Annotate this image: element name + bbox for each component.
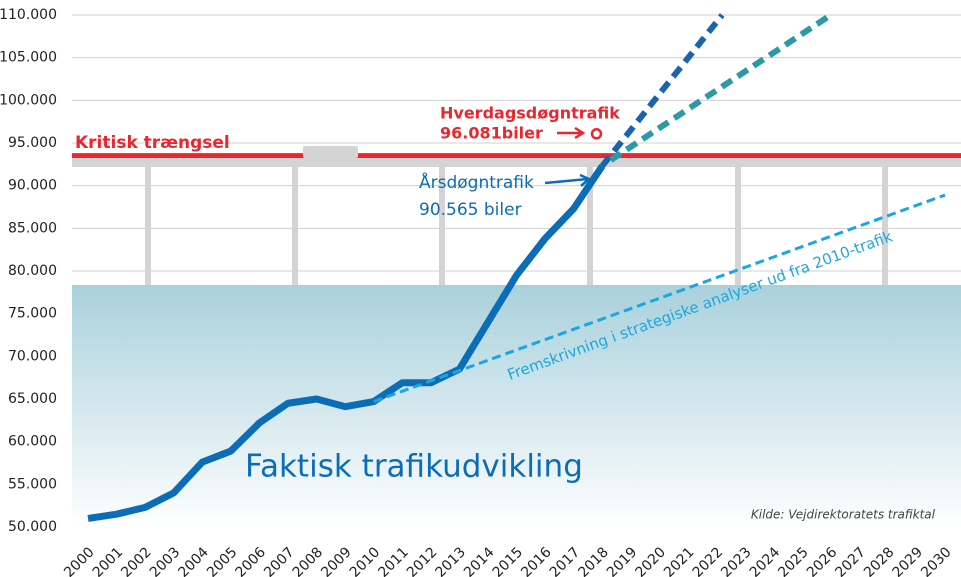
y-tick-label: 65.000 — [8, 391, 57, 407]
y-tick-label: 100.000 — [0, 92, 57, 108]
water — [72, 285, 961, 530]
y-tick-label: 70.000 — [8, 348, 57, 364]
y-tick-label: 55.000 — [8, 476, 57, 492]
y-tick-label: 90.000 — [8, 178, 57, 194]
y-tick-label: 95.000 — [8, 135, 57, 151]
y-tick-label: 110.000 — [0, 7, 57, 23]
reference-label: Kritisk trængsel — [75, 133, 230, 153]
y-tick-label: 50.000 — [8, 519, 57, 535]
source: Kilde: Vejdirektoratets trafiktal — [751, 508, 936, 522]
series-line — [611, 15, 831, 160]
annotation-point — [592, 129, 601, 138]
series-label: Faktisk trafikudvikling — [245, 449, 583, 485]
annotation-arrow — [545, 175, 589, 186]
annotation-title: Årsdøgntrafik — [419, 171, 534, 193]
y-tick-label: 105.000 — [0, 50, 57, 66]
y-tick-label: 80.000 — [8, 263, 57, 279]
chart: Kritisk trængsel Hverdagsdøgntrafik 96.0… — [0, 0, 961, 577]
y-tick-label: 85.000 — [8, 220, 57, 236]
y-tick-label: 60.000 — [8, 434, 57, 450]
y-tick-label: 75.000 — [8, 306, 57, 322]
annotation-title: Hverdagsdøgntrafik — [440, 104, 620, 123]
x-tick-label: 2030 — [918, 544, 955, 577]
page: Kritisk trængsel Hverdagsdøgntrafik 96.0… — [0, 0, 961, 577]
annotation-value: 90.565 biler — [419, 200, 522, 220]
annotation-arrow — [557, 128, 583, 138]
annotation-value: 96.081biler — [440, 124, 543, 143]
